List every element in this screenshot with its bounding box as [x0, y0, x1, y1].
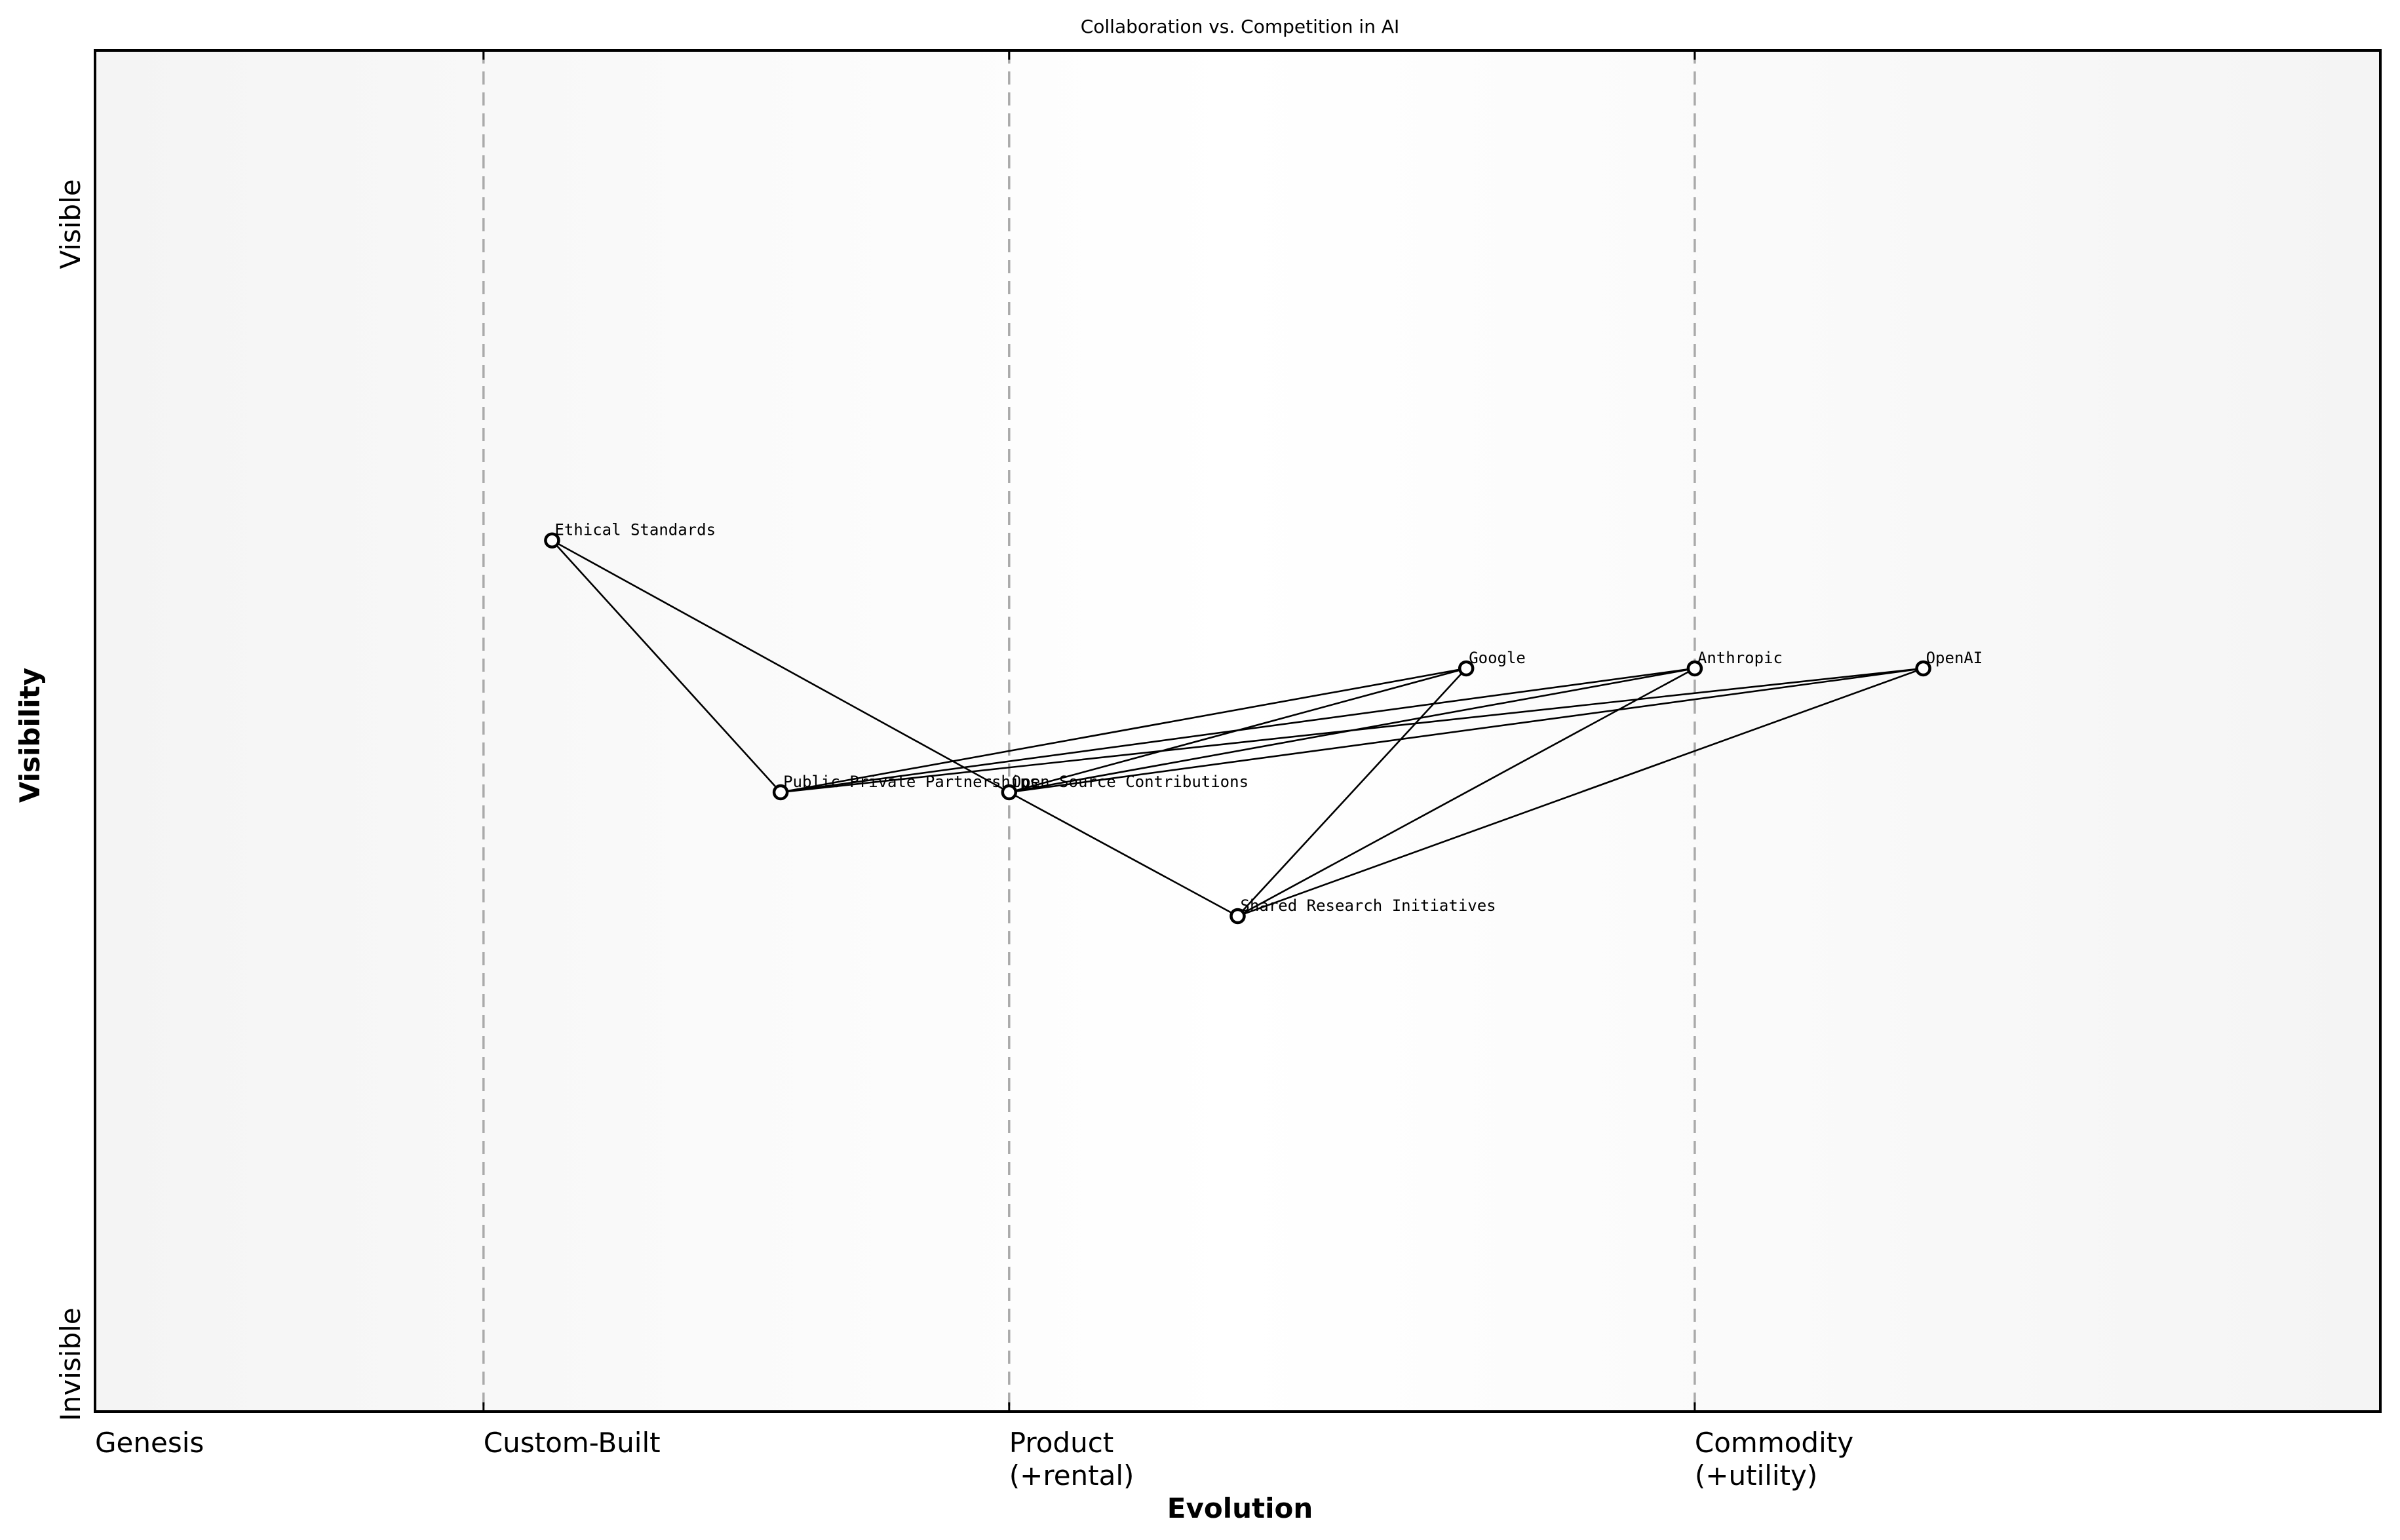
node-labels: Ethical Standards Public Private Partners… [554, 521, 1983, 915]
node-label-google: Google [1469, 649, 1526, 667]
stage-sublabel: (+rental) [1009, 1459, 1134, 1492]
node-label-ppp: Public Private Partnerships [783, 773, 1039, 791]
chart-title: Collaboration vs. Competition in AI [1081, 16, 1400, 37]
stage-label: Product [1009, 1427, 1113, 1459]
edge-osc-anthropic [1009, 667, 1695, 794]
node-osc[interactable] [1001, 784, 1018, 801]
edge-osc-openai [1009, 667, 1924, 794]
node-label-osc: Open Source Contributions [1012, 773, 1248, 791]
stage-label: Genesis [95, 1427, 204, 1459]
node-ppp[interactable] [772, 784, 789, 801]
edge-sri-anthropic [1237, 667, 1695, 917]
plot-frame [94, 49, 2382, 1413]
stage-label: Custom-Built [484, 1427, 661, 1459]
y-axis-bottom-label: Invisible [54, 1307, 87, 1421]
edge-sri-openai [1237, 667, 1924, 917]
edge-ethical-ppp [551, 539, 782, 793]
x-axis-ticks [94, 50, 1696, 1412]
node-label-openai: OpenAI [1926, 649, 1983, 667]
stage-label: Commodity [1695, 1427, 1853, 1459]
edge-sri-google [1237, 668, 1467, 917]
node-label-anthropic: Anthropic [1697, 649, 1783, 667]
edge-ethical-osc [551, 539, 1010, 794]
node-label-ethical: Ethical Standards [554, 521, 716, 539]
nodes [544, 532, 1931, 925]
stage-boundaries [482, 50, 1696, 1412]
node-anthropic[interactable] [1686, 660, 1703, 677]
stage-sublabel: (+utility) [1695, 1459, 1817, 1492]
y-axis-title: Visibility [14, 668, 46, 803]
edge-ppp-google [780, 667, 1467, 794]
node-ethical[interactable] [544, 532, 560, 549]
node-sri[interactable] [1229, 908, 1246, 925]
node-openai[interactable] [1915, 660, 1931, 677]
node-label-sri: Shared Research Initiatives [1241, 896, 1496, 915]
node-google[interactable] [1458, 660, 1475, 677]
x-axis-title: Evolution [1167, 1492, 1313, 1524]
y-axis-top-label: Visible [54, 179, 87, 269]
x-axis-stage-labels: Genesis Custom-Built Product(+rental) Commo… [95, 1427, 1853, 1492]
edge-osc-google [1009, 667, 1467, 794]
edge-osc-sri [1009, 791, 1239, 917]
edges [551, 539, 1924, 917]
